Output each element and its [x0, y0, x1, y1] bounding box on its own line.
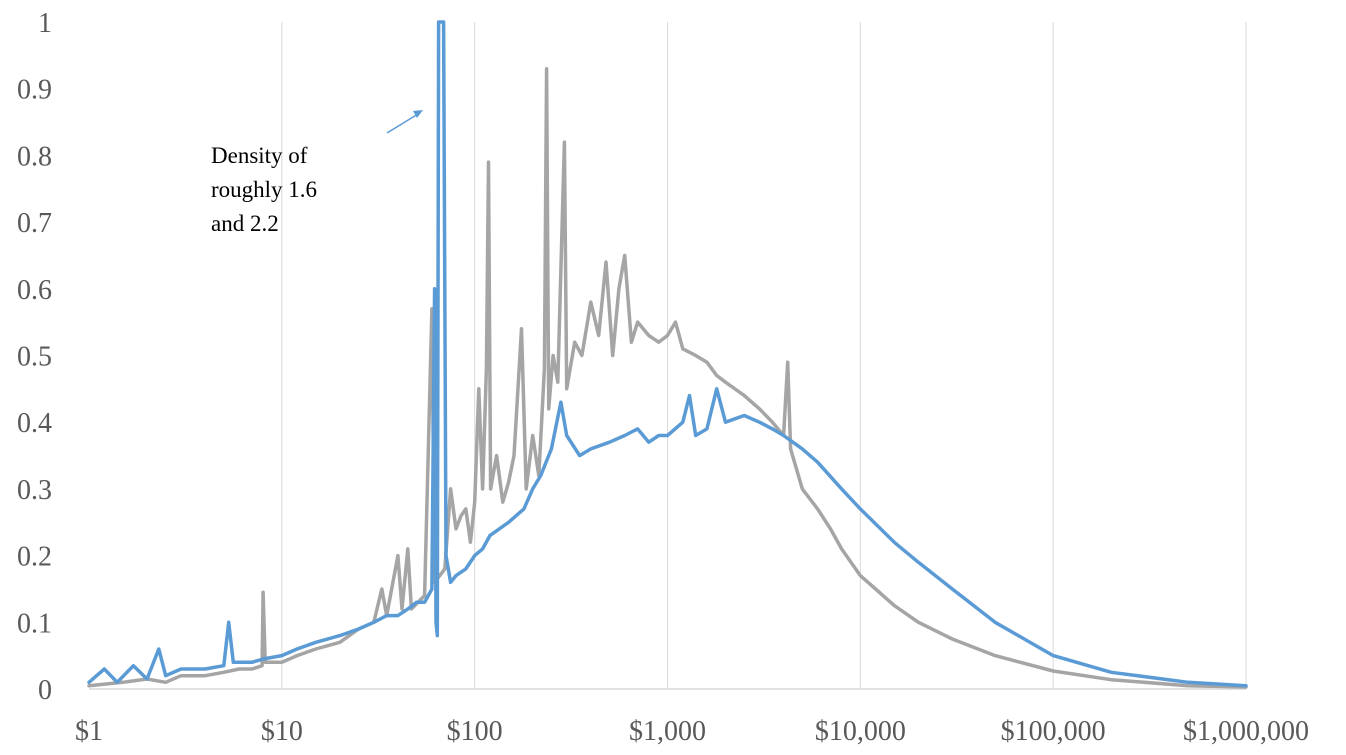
- y-tick-label: 0.6: [17, 275, 52, 306]
- x-tick-label: $100: [447, 716, 503, 747]
- x-tick-label: $10,000: [815, 716, 906, 747]
- y-tick-label: 0.4: [17, 408, 52, 439]
- series-layer: [87, 20, 1248, 689]
- annotation-arrowhead: [413, 110, 423, 118]
- x-tick-label: $10: [261, 716, 303, 747]
- x-tick-label: $1: [75, 716, 103, 747]
- y-tick-label: 0.8: [17, 141, 52, 172]
- y-tick-label: 0.3: [17, 475, 52, 506]
- annotation-line-1: Density of: [211, 143, 308, 168]
- y-tick-label: 0.9: [17, 75, 52, 106]
- y-tick-label: 1: [38, 8, 52, 39]
- x-tick-label: $100,000: [1001, 716, 1106, 747]
- annotation: Density of roughly 1.6 and 2.2: [211, 110, 423, 236]
- grid-lines: [281, 22, 1247, 689]
- y-tick-label: 0.5: [17, 342, 52, 373]
- annotation-arrow: [386, 113, 419, 134]
- y-tick-label: 0: [38, 675, 52, 706]
- series-line-2: [87, 20, 1248, 688]
- y-tick-label: 0.1: [17, 608, 52, 639]
- annotation-line-2: roughly 1.6: [211, 177, 317, 202]
- y-tick-label: 0.7: [17, 208, 52, 239]
- x-tick-label: $1,000,000: [1183, 716, 1309, 747]
- x-axis-tick-labels: $1 $10 $100 $1,000 $10,000 $100,000 $1,000,000: [75, 716, 1309, 747]
- y-tick-label: 0.2: [17, 542, 52, 573]
- x-tick-label: $1,000: [629, 716, 706, 747]
- annotation-line-3: and 2.2: [211, 211, 279, 236]
- y-axis-tick-labels: 0 0.1 0.2 0.3 0.4 0.5 0.6 0.7 0.8 0.9 1: [17, 8, 52, 706]
